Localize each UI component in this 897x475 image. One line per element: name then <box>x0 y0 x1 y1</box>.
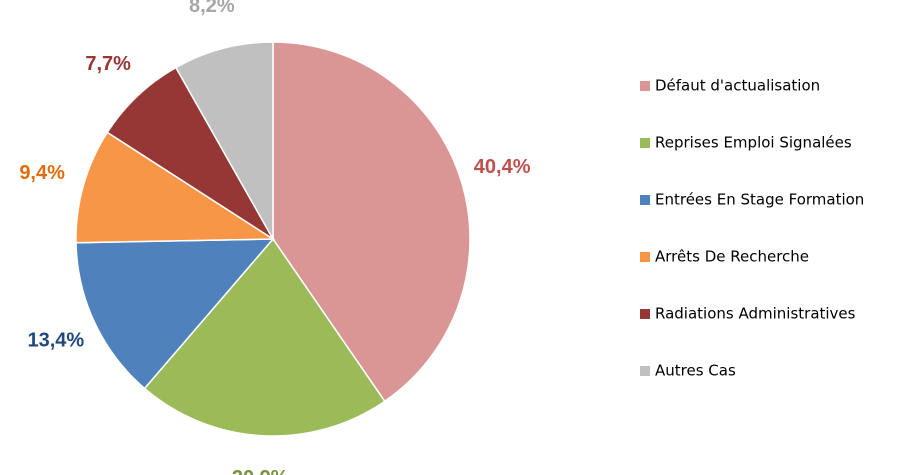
legend-label: Arrêts De Recherche <box>655 248 809 266</box>
legend-label: Autres Cas <box>655 362 736 380</box>
pie-slice <box>75 131 276 244</box>
data-label: 40,4% <box>474 156 531 178</box>
legend-swatch <box>640 138 650 148</box>
legend-label: Défaut d'actualisation <box>655 77 820 95</box>
legend-swatch <box>640 81 650 91</box>
legend-label: Entrées En Stage Formation <box>655 191 864 209</box>
data-label: 9,4% <box>19 162 65 184</box>
legend-swatch <box>640 309 650 319</box>
legend-swatch <box>640 195 650 205</box>
legend-label: Reprises Emploi Signalées <box>655 134 852 152</box>
data-label: 8,2% <box>189 0 235 17</box>
data-label: 13,4% <box>27 329 84 351</box>
legend-swatch <box>640 252 650 262</box>
pie-slice <box>174 41 274 242</box>
pie-slice <box>106 66 274 240</box>
pie-slice <box>272 41 471 403</box>
data-label: 20,9% <box>232 467 289 475</box>
data-label: 7,7% <box>85 53 131 75</box>
pie-slice <box>143 237 386 437</box>
legend-label: Radiations Administratives <box>655 305 856 323</box>
legend-swatch <box>640 366 650 376</box>
pie-slice <box>75 238 275 390</box>
